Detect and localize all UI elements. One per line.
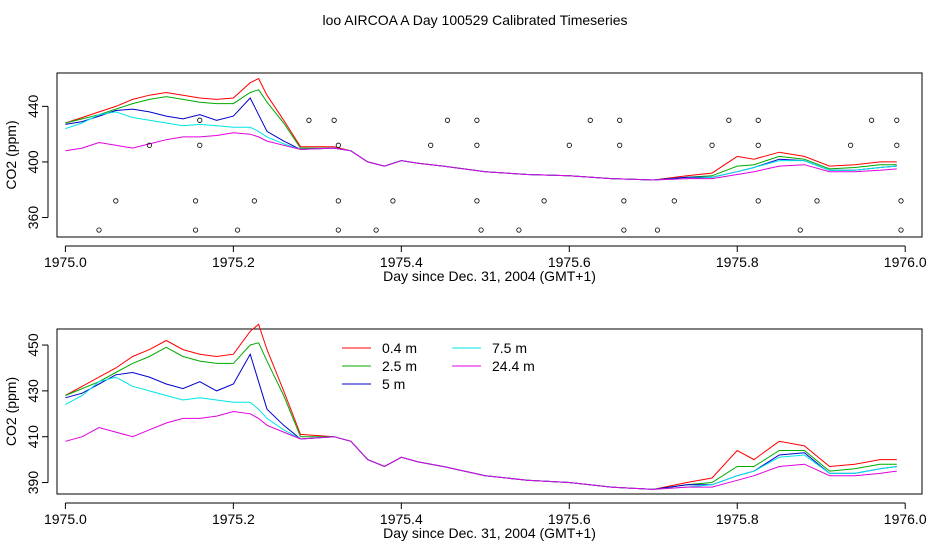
- data-point-marker: [390, 198, 396, 204]
- series-line-1: [65, 323, 897, 490]
- data-point-marker: [898, 198, 904, 204]
- y-tick-label: 400: [25, 150, 41, 174]
- legend-label: 2.5 m: [382, 358, 417, 374]
- data-point-marker: [814, 198, 820, 204]
- x-tick-label: 1975.6: [548, 511, 591, 527]
- data-point-marker: [474, 142, 480, 148]
- x-tick-label: 1975.2: [212, 254, 255, 270]
- data-point-marker: [444, 117, 451, 123]
- series-line-5: [65, 132, 897, 181]
- x-tick-label: 1975.0: [44, 511, 87, 527]
- series-line-4: [65, 111, 897, 181]
- chart-title: loo AIRCOA A Day 100529 Calibrated Times…: [322, 12, 628, 28]
- data-point-marker: [335, 142, 341, 148]
- data-point-marker: [726, 117, 732, 123]
- legend-label: 0.4 m: [382, 340, 417, 356]
- x-tick-label: 1975.4: [380, 254, 423, 270]
- data-point-marker: [474, 198, 480, 204]
- y-tick-label: 430: [25, 379, 41, 403]
- legend: 0.4 m 2.5 m 5 m 7.5 m 24.4 m: [342, 340, 535, 392]
- data-point-marker: [587, 117, 593, 123]
- series-line-2: [65, 89, 897, 181]
- x-axis-label: Day since Dec. 31, 2004 (GMT+1): [383, 268, 596, 284]
- x-axis-label: Day since Dec. 31, 2004 (GMT+1): [383, 525, 596, 541]
- y-axis-label: CO2 (ppm): [3, 377, 19, 446]
- y-tick-label: 450: [25, 333, 41, 357]
- data-point-marker: [654, 227, 661, 233]
- data-point-marker: [898, 227, 904, 233]
- data-point-marker: [894, 142, 900, 148]
- legend-label: 24.4 m: [492, 358, 535, 374]
- data-point-marker: [234, 227, 241, 233]
- data-point-marker: [848, 142, 854, 148]
- data-point-marker: [709, 142, 715, 148]
- series-line-4: [65, 376, 897, 490]
- plot-frame: [56, 328, 923, 495]
- series-line-5: [65, 410, 897, 490]
- data-point-marker: [516, 227, 522, 233]
- y-axis-label: CO2 (ppm): [3, 120, 19, 189]
- data-point-marker: [373, 227, 379, 233]
- x-tick-label: 1975.8: [716, 511, 759, 527]
- plot-frame: [56, 72, 923, 238]
- data-point-marker: [197, 142, 203, 148]
- data-point-marker: [146, 142, 152, 148]
- data-point-marker: [797, 227, 803, 233]
- data-point-marker: [566, 142, 572, 148]
- x-tick-label: 1975.2: [212, 511, 255, 527]
- data-point-marker: [428, 142, 434, 148]
- data-point-marker: [541, 198, 547, 204]
- x-tick-label: 1976.0: [884, 254, 927, 270]
- data-point-marker: [335, 198, 341, 204]
- data-point-marker: [306, 117, 312, 123]
- data-point-marker: [869, 117, 875, 123]
- series-line-1: [65, 77, 897, 181]
- data-point-marker: [478, 227, 484, 233]
- data-point-marker: [192, 198, 199, 204]
- x-tick-label: 1975.4: [380, 511, 423, 527]
- y-tick-label: 440: [25, 94, 41, 118]
- chart-panel-1: 1975.0 1975.2 1975.4 1975.6 1975.8 1976.0 Day …: [3, 72, 927, 284]
- data-point-marker: [192, 227, 199, 233]
- data-point-marker: [894, 117, 900, 123]
- legend-label: 7.5 m: [492, 340, 527, 356]
- data-point-marker: [96, 227, 102, 233]
- x-tick-label: 1976.0: [884, 511, 927, 527]
- x-tick-label: 1975.8: [716, 254, 759, 270]
- data-point-marker: [755, 198, 761, 204]
- data-point-marker: [331, 117, 337, 123]
- data-point-marker: [251, 198, 257, 204]
- data-point-marker: [113, 198, 119, 204]
- data-point-marker: [197, 117, 203, 123]
- data-point-marker: [621, 227, 627, 233]
- y-tick-label: 410: [25, 425, 41, 449]
- x-tick-label: 1975.0: [44, 254, 87, 270]
- chart-panel-2: 1975.0 1975.2 1975.4 1975.6 1975.8 1976.0 Day …: [3, 323, 927, 541]
- x-tick-label: 1975.6: [548, 254, 591, 270]
- y-tick-label: 360: [25, 206, 41, 230]
- data-point-marker: [617, 142, 623, 148]
- data-point-marker: [617, 117, 623, 123]
- data-point-marker: [671, 198, 677, 204]
- y-tick-label: 390: [25, 471, 41, 495]
- data-point-marker: [335, 227, 341, 233]
- legend-label: 5 m: [382, 376, 405, 392]
- data-point-marker: [474, 117, 480, 123]
- data-point-marker: [755, 142, 761, 148]
- data-point-marker: [621, 198, 627, 204]
- data-point-marker: [755, 117, 761, 123]
- series-line-2: [65, 342, 897, 490]
